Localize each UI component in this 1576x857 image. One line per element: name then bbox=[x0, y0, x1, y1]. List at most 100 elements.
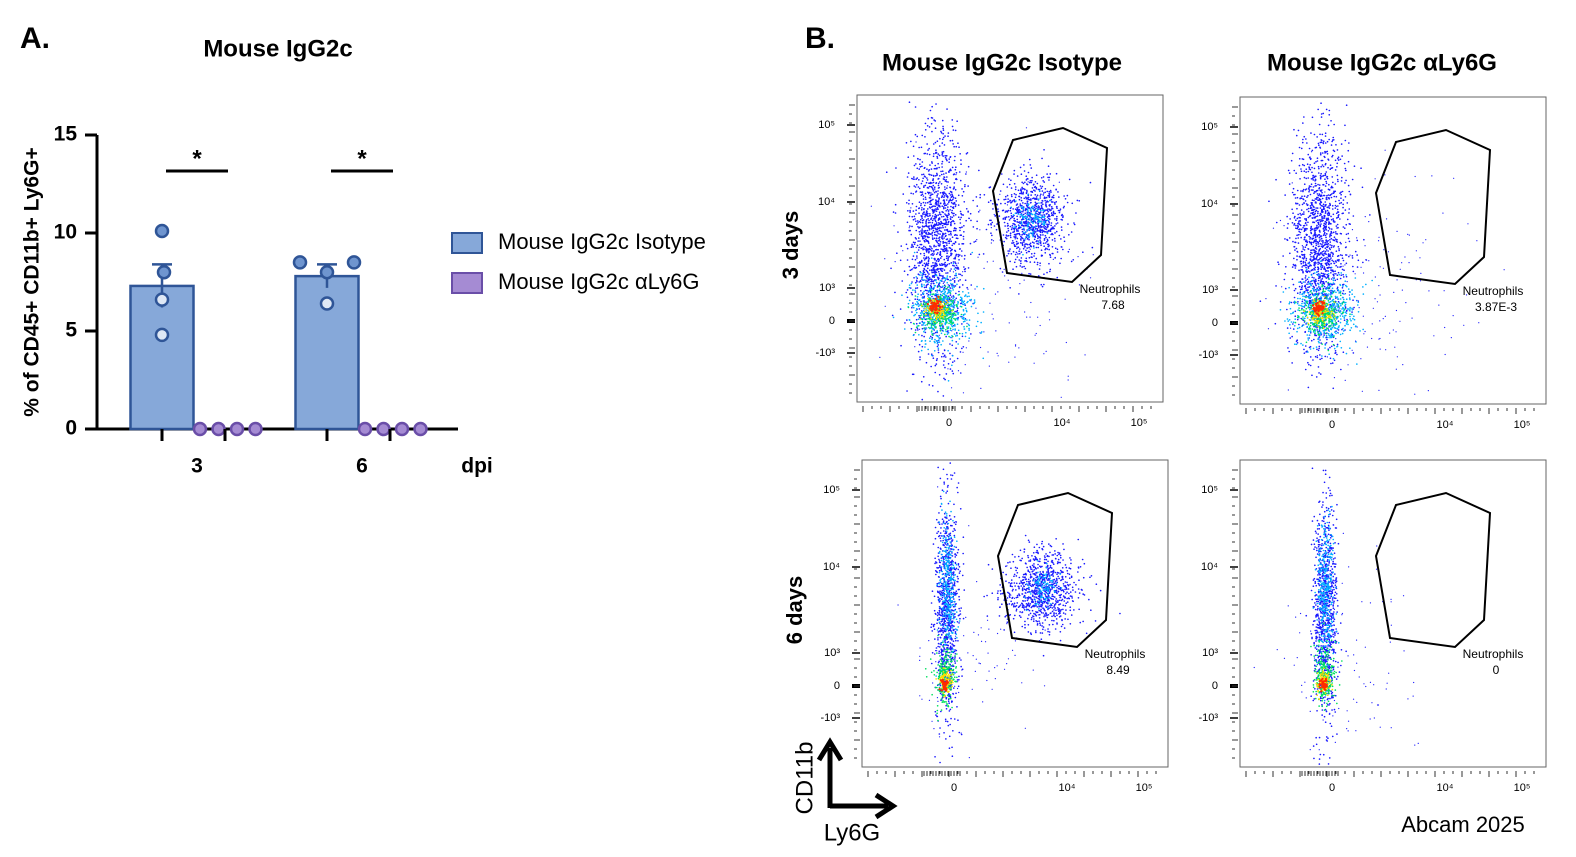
gate-label: Neutrophils bbox=[1463, 284, 1524, 298]
gate-value: 8.49 bbox=[1106, 663, 1130, 677]
event-dots bbox=[1311, 300, 1326, 317]
minor-ticks bbox=[849, 104, 1152, 412]
y-tick-label: 10⁵ bbox=[1201, 484, 1218, 496]
legend-swatch bbox=[451, 272, 483, 294]
y-tick-label: 15 bbox=[54, 123, 78, 146]
gate-value: 3.87E-3 bbox=[1475, 300, 1517, 314]
axis-label: Ly6G bbox=[824, 819, 880, 846]
x-tick-label: 10⁴ bbox=[1059, 782, 1076, 794]
minor-ticks bbox=[854, 469, 1157, 777]
x-tick-label: 10⁵ bbox=[1131, 417, 1148, 429]
y-tick-label: -10³ bbox=[820, 712, 840, 724]
x-axis-label: dpi bbox=[461, 455, 493, 478]
x-tick-label: 10⁴ bbox=[1437, 782, 1454, 794]
event-dots bbox=[1265, 149, 1505, 395]
x-tick-label: 6 bbox=[356, 455, 368, 478]
y-tick-label: -10³ bbox=[1198, 349, 1218, 361]
axis-arrow bbox=[816, 737, 844, 808]
y-axis-label: % of CD45+ CD11b+ Ly6G+ bbox=[21, 147, 44, 416]
axis-label: CD11b bbox=[791, 742, 818, 815]
y-tick-label: -10³ bbox=[815, 347, 835, 359]
y-tick-label: 10⁵ bbox=[823, 484, 840, 496]
data-point bbox=[319, 264, 335, 280]
event-dots bbox=[1253, 532, 1419, 751]
row-title: 3 days bbox=[778, 211, 803, 280]
gate-value: 7.68 bbox=[1101, 298, 1125, 312]
x-tick-label: 0 bbox=[1329, 782, 1335, 794]
x-tick-label: 10⁴ bbox=[1437, 419, 1454, 431]
event-dots bbox=[1312, 505, 1340, 702]
column-title: Mouse IgG2c Isotype bbox=[882, 49, 1122, 76]
minor-ticks bbox=[1232, 106, 1535, 414]
legend-label: Mouse IgG2c Isotype bbox=[498, 229, 706, 254]
y-tick-label: 5 bbox=[65, 319, 77, 342]
data-point bbox=[248, 421, 263, 437]
event-dots bbox=[885, 101, 986, 401]
chart-title: Mouse IgG2c bbox=[203, 35, 352, 62]
x-tick-label: 10⁵ bbox=[1514, 419, 1531, 431]
data-point bbox=[154, 223, 170, 239]
gate-value: 0 bbox=[1493, 663, 1500, 677]
y-tick-label: 10⁴ bbox=[823, 561, 840, 573]
data-point bbox=[346, 255, 362, 270]
x-tick-label: 10⁵ bbox=[1136, 782, 1153, 794]
x-tick-label: 0 bbox=[951, 782, 957, 794]
data-point bbox=[154, 327, 170, 343]
plot-frame bbox=[861, 459, 1169, 768]
x-tick-label: 3 bbox=[191, 455, 203, 478]
credit: Abcam 2025 bbox=[1401, 812, 1525, 837]
y-tick-label: 0 bbox=[829, 315, 835, 327]
plot-frame bbox=[1239, 459, 1547, 768]
data-point bbox=[292, 255, 308, 270]
event-dots bbox=[935, 490, 961, 693]
event-dots bbox=[1023, 560, 1063, 612]
data-point bbox=[394, 421, 410, 437]
x-tick-label: 0 bbox=[1329, 419, 1335, 431]
y-tick-label: 10³ bbox=[1202, 284, 1218, 296]
y-tick-label: 10⁴ bbox=[1201, 561, 1218, 573]
plot-frame bbox=[1239, 96, 1547, 405]
significance-label: * bbox=[192, 145, 202, 172]
y-tick-label: 10⁵ bbox=[1201, 121, 1218, 133]
x-tick-label: 10⁴ bbox=[1054, 417, 1071, 429]
y-tick-label: 10³ bbox=[1202, 647, 1218, 659]
y-tick-label: 10⁴ bbox=[818, 196, 835, 208]
y-tick-label: 0 bbox=[1212, 680, 1218, 692]
gate bbox=[991, 126, 1109, 284]
panel-label: A. bbox=[20, 22, 50, 55]
gate bbox=[1374, 491, 1492, 649]
gate-label: Neutrophils bbox=[1080, 282, 1141, 296]
panel-label: B. bbox=[805, 22, 835, 55]
event-dots bbox=[1318, 677, 1328, 693]
gate-label: Neutrophils bbox=[1085, 647, 1146, 661]
event-dots bbox=[930, 462, 966, 764]
gate bbox=[1374, 128, 1492, 286]
y-tick-label: 10 bbox=[54, 221, 77, 244]
y-tick-label: 10⁵ bbox=[818, 119, 835, 131]
data-point bbox=[156, 264, 172, 280]
x-tick-label: 0 bbox=[946, 417, 952, 429]
row-title: 6 days bbox=[782, 576, 807, 645]
event-dots bbox=[897, 486, 1046, 759]
data-point bbox=[211, 421, 226, 437]
minor-ticks bbox=[1232, 469, 1535, 777]
y-tick-label: 10³ bbox=[819, 282, 835, 294]
data-point bbox=[154, 292, 170, 307]
gate-label: Neutrophils bbox=[1463, 647, 1524, 661]
legend-swatch bbox=[451, 232, 483, 254]
data-point bbox=[376, 421, 391, 437]
y-tick-label: 10⁴ bbox=[1201, 198, 1218, 210]
data-point bbox=[319, 296, 335, 311]
event-dots bbox=[938, 678, 950, 692]
data-point bbox=[229, 421, 245, 437]
gate bbox=[996, 491, 1114, 649]
data-point bbox=[357, 421, 373, 437]
event-dots bbox=[926, 295, 944, 315]
event-dots bbox=[983, 534, 1121, 657]
column-title: Mouse IgG2c αLy6G bbox=[1267, 49, 1497, 76]
x-tick-label: 10⁵ bbox=[1514, 782, 1531, 794]
y-tick-label: 0 bbox=[1212, 317, 1218, 329]
y-tick-label: 0 bbox=[834, 680, 840, 692]
